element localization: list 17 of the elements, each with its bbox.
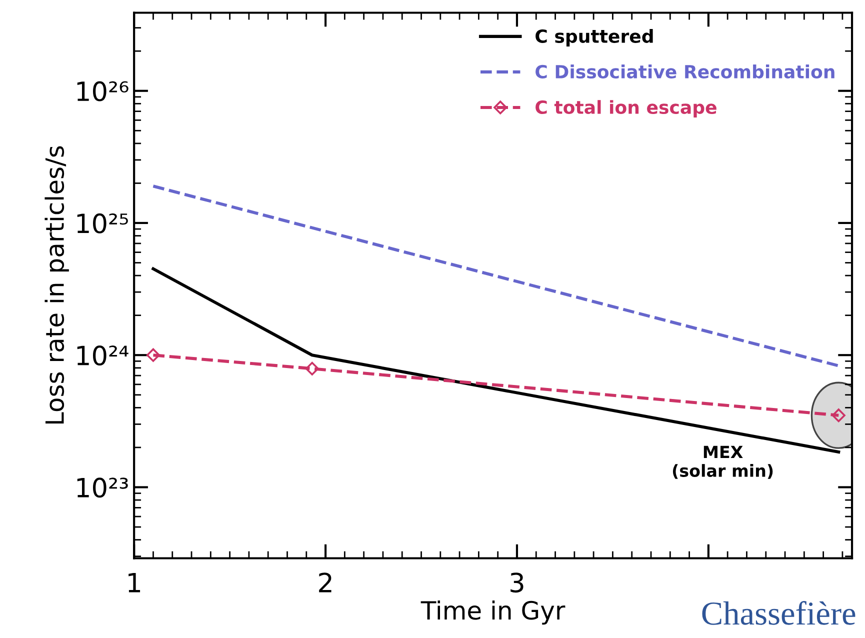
y-tick-label: 10²⁶ — [77, 81, 128, 102]
text: Chassefière — [702, 601, 856, 625]
point — [832, 408, 846, 422]
x-axis-title: Time in Gyr — [420, 600, 566, 625]
y-axis-title: Loss rate in particles/s — [44, 146, 69, 424]
x-tick-label: 3 — [510, 572, 524, 593]
annotation: MEX (solar min) — [672, 446, 773, 479]
legend-label: C Dissociative Recombination — [536, 64, 834, 79]
legend-label: C total ion escape — [536, 100, 716, 118]
y-tick-label: 10²³ — [77, 478, 128, 498]
x-tick-label: 1 — [128, 572, 140, 592]
point — [146, 348, 160, 362]
y-tick-label: 10²⁵ — [77, 213, 128, 234]
x-tick-label: 2 — [319, 572, 332, 592]
legend-label: C sputtered — [536, 29, 653, 46]
y-tick-label: 10²⁴ — [77, 346, 128, 366]
point — [305, 362, 319, 376]
